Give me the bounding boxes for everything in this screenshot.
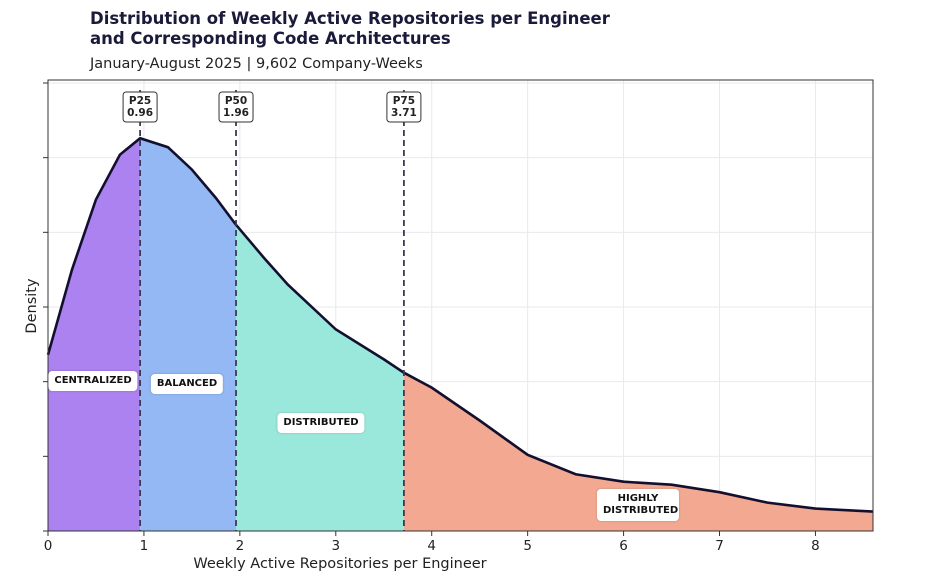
percentile-value: 3.71 [391, 107, 417, 119]
x-tick-label: 7 [715, 538, 724, 554]
region-label: CENTRALIZED [48, 371, 138, 391]
region-area [403, 372, 873, 531]
percentile-box [122, 91, 158, 123]
percentile-name: P75 [393, 95, 415, 107]
percentile-name: P25 [129, 95, 151, 107]
percentile-value: 1.96 [223, 107, 249, 119]
x-tick-label: 1 [140, 538, 149, 554]
x-tick-label: 5 [523, 538, 532, 554]
chart-subtitle: January-August 2025 | 9,602 Company-Week… [90, 56, 423, 72]
x-tick-label: 0 [44, 538, 53, 554]
x-tick-label: 4 [427, 538, 436, 554]
x-tick-label: 2 [236, 538, 245, 554]
region-label: HIGHLY DISTRIBUTED [597, 489, 679, 521]
region-area [140, 138, 237, 532]
region-area [48, 138, 141, 532]
region-label: BALANCED [150, 374, 224, 394]
x-tick-label: 8 [811, 538, 820, 554]
percentile-name: P50 [225, 95, 247, 107]
x-tick-label: 3 [331, 538, 340, 554]
region-area [236, 224, 404, 532]
x-axis-label: Weekly Active Repositories per Engineer [193, 556, 486, 572]
y-axis-label: Density [24, 278, 40, 334]
x-tick-label: 6 [619, 538, 628, 554]
plot-frame [47, 79, 874, 532]
density-curve [46, 136, 874, 513]
percentile-box [218, 91, 254, 123]
percentile-value: 0.96 [127, 107, 153, 119]
region-label: DISTRIBUTED [277, 413, 365, 433]
percentile-box [386, 91, 422, 123]
chart-title: Distribution of Weekly Active Repositori… [90, 9, 610, 48]
